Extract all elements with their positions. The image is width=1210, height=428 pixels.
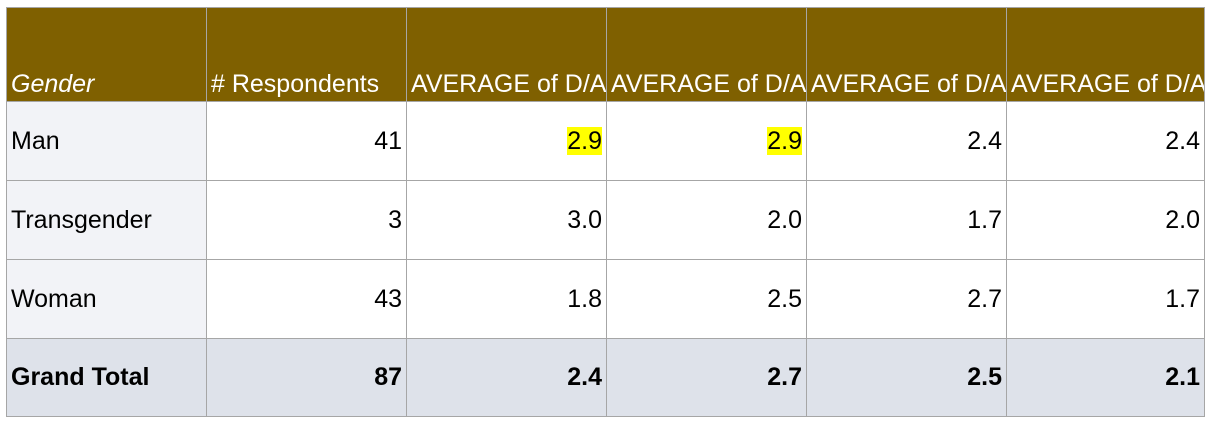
row-label: Grand Total (6, 338, 207, 417)
cell-respondents: 41 (206, 101, 407, 181)
cell-average-a: 2.4 (406, 338, 607, 417)
table-row-woman: Woman 43 1.8 2.5 2.7 1.7 (6, 259, 1205, 339)
cell-average-b: 2.7 (606, 338, 807, 417)
table-row-grand-total: Grand Total 87 2.4 2.7 2.5 2.1 (6, 338, 1205, 417)
row-label: Transgender (6, 180, 207, 260)
cell-average-b: 2.0 (606, 180, 807, 260)
cell-average-d: 2.4 (1006, 101, 1205, 181)
header-average-b: AVERAGE of D/A Unfair (B) (606, 7, 807, 102)
cell-average-b: 2.5 (606, 259, 807, 339)
cell-respondents: 87 (206, 338, 407, 417)
pivot-table: Gender # Respondents AVERAGE of D/A Unfa… (6, 7, 1205, 417)
cell-average-d: 1.7 (1006, 259, 1205, 339)
cell-respondents: 3 (206, 180, 407, 260)
cell-average-a: 1.8 (406, 259, 607, 339)
highlighted-value: 2.9 (567, 126, 602, 155)
row-label: Woman (6, 259, 207, 339)
table-row-man: Man 41 2.9 2.9 2.4 2.4 (6, 101, 1205, 181)
header-average-d: AVERAGE of D/A Unfair (D) (1006, 7, 1205, 102)
cell-average-a: 2.9 (406, 101, 607, 181)
cell-average-c: 2.5 (806, 338, 1007, 417)
cell-respondents: 43 (206, 259, 407, 339)
header-average-c: AVERAGE of D/A Unfair (C) (806, 7, 1007, 102)
cell-average-c: 2.7 (806, 259, 1007, 339)
header-row: Gender # Respondents AVERAGE of D/A Unfa… (6, 7, 1205, 102)
cell-average-c: 2.4 (806, 101, 1007, 181)
row-label: Man (6, 101, 207, 181)
cell-average-a: 3.0 (406, 180, 607, 260)
table-row-transgender: Transgender 3 3.0 2.0 1.7 2.0 (6, 180, 1205, 260)
header-respondents: # Respondents (206, 7, 407, 102)
cell-average-d: 2.1 (1006, 338, 1205, 417)
header-average-a: AVERAGE of D/A Unfair (A) (406, 7, 607, 102)
highlighted-value: 2.9 (767, 126, 802, 155)
cell-average-d: 2.0 (1006, 180, 1205, 260)
pivot-table-container: Gender # Respondents AVERAGE of D/A Unfa… (6, 7, 1205, 417)
cell-average-b: 2.9 (606, 101, 807, 181)
header-gender: Gender (6, 7, 207, 102)
cell-average-c: 1.7 (806, 180, 1007, 260)
